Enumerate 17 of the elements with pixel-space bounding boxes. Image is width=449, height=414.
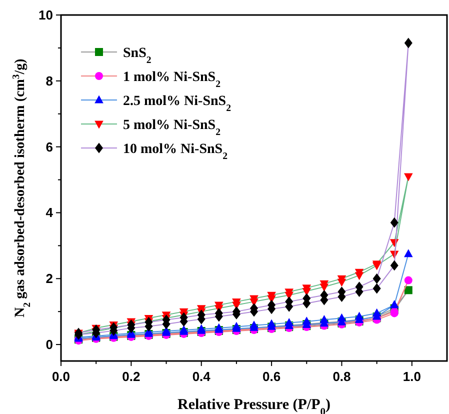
- y-tick-label: 6: [46, 139, 53, 154]
- x-tick-label: 0.8: [332, 369, 351, 384]
- legend-label: 1 mol% Ni-SnS$_{2}$: [123, 70, 221, 90]
- legend-label: 10 mol% Ni-SnS$_{2}$: [123, 142, 228, 162]
- x-tick-label: 0.4: [192, 369, 212, 384]
- y-tick-label: 0: [46, 337, 53, 352]
- y-tick-label: 8: [46, 73, 53, 88]
- x-tick-label: 1.0: [402, 369, 421, 384]
- legend-label: 2.5 mol% Ni-SnS$_{2}$: [123, 94, 232, 114]
- legend-label: SnS$_{2}$: [123, 46, 152, 66]
- y-tick-label: 10: [38, 8, 53, 22]
- y-tick-label: 2: [46, 271, 53, 286]
- x-tick-label: 0.6: [262, 369, 281, 384]
- x-tick-label: 0.0: [52, 369, 70, 384]
- x-tick-label: 0.2: [122, 369, 140, 384]
- y-tick-label: 4: [46, 205, 54, 220]
- legend-label: 5 mol% Ni-SnS$_{2}$: [123, 118, 221, 138]
